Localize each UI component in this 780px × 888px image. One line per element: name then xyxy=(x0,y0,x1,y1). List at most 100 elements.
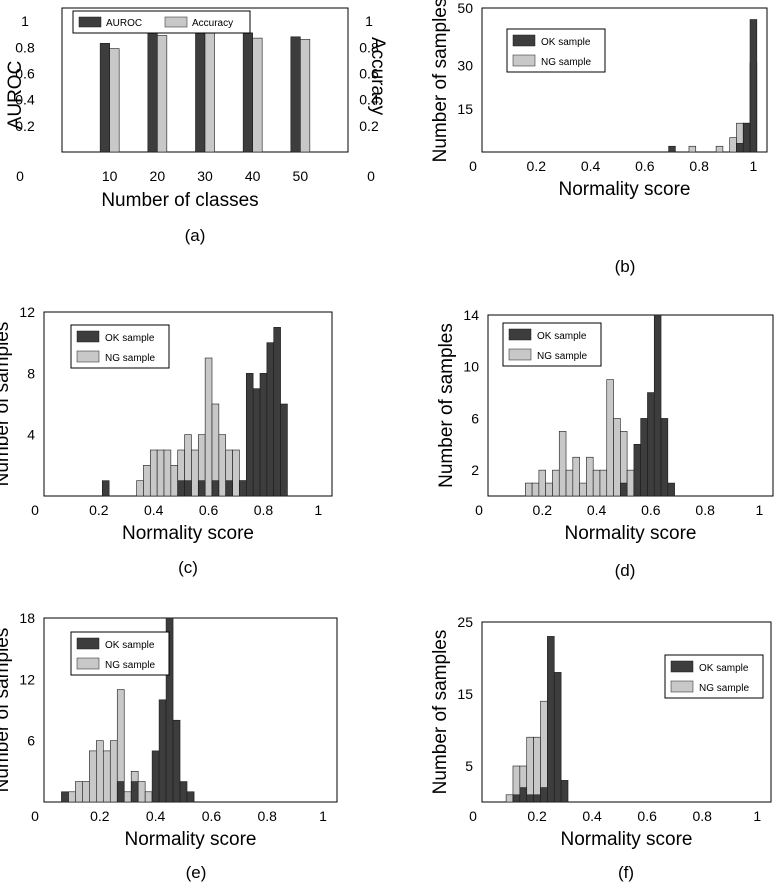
panel-f-bar-ng-0 xyxy=(505,794,514,803)
panel-a-xtick-4: 40 xyxy=(245,168,261,184)
panel-f-frame xyxy=(481,621,772,803)
panel-f: 5 15 25 0 0.2 0.4 0.6 0.8 1 Normality score Number… xyxy=(430,614,772,882)
panel-d-bar-ng-13 xyxy=(613,418,621,497)
panel-d-bar-ok-6 xyxy=(660,418,669,497)
panel-e-xlabel: Normality score xyxy=(125,829,257,850)
panel-c-bar-ng-1 xyxy=(143,465,151,497)
panel-d-legend-label-1: NG sample xyxy=(537,351,587,362)
panel-e-xtick-0: 0 xyxy=(31,808,39,824)
panel-b-ylabel: Number of samples xyxy=(430,0,451,162)
panel-d-bar-ng-4 xyxy=(552,469,560,497)
panel-c-xtick-4: 0.8 xyxy=(254,502,274,518)
panel-e-xtick-3: 0.6 xyxy=(202,808,222,824)
panel-e-bar-ng-8 xyxy=(123,791,132,803)
panel-e-bar-ng-2 xyxy=(82,781,90,803)
panel-d-bar-ok-0 xyxy=(620,482,628,497)
panel-c-bar-ok-10 xyxy=(266,342,275,497)
panel-f-legend-label-0: OK sample xyxy=(699,663,749,674)
panel-f-xtick-3: 0.6 xyxy=(637,808,657,824)
panel-c-xtick-2: 0.4 xyxy=(144,502,164,518)
panel-c-ytick-1: 8 xyxy=(27,365,35,381)
panel-a-ytick-left-1: 0.4 xyxy=(15,92,35,108)
panel-e-bar-ng-11 xyxy=(144,791,153,803)
panel-b-bar-ok-1 xyxy=(736,143,744,153)
panel-e-bar-ng-0 xyxy=(68,791,76,803)
panel-a-xtick-0: 0 xyxy=(16,168,24,184)
panel-b-bar-ng-0 xyxy=(688,145,697,153)
panel-c-bar-ok-6 xyxy=(239,480,247,497)
panel-b-legend-swatch-0 xyxy=(512,34,536,47)
panel-c-bar-ok-12 xyxy=(280,403,288,497)
panel-f-ytick-1: 15 xyxy=(457,686,473,702)
panel-c-ylabel: Number of samples xyxy=(0,322,13,487)
panel-b-bar-ng-2 xyxy=(729,137,737,153)
panel-c-xtick-5: 1 xyxy=(314,502,322,518)
panel-a-xlabel: Number of classes xyxy=(101,190,258,211)
panel-f-xtick-1: 0.2 xyxy=(527,808,547,824)
panel-a-bar-accuracy-3 xyxy=(252,37,263,153)
panel-c-legend-label-0: OK sample xyxy=(105,333,155,344)
panel-f-bar-ok-6 xyxy=(553,672,562,803)
panel-d-caption: (d) xyxy=(615,561,636,580)
panel-c-bar-ok-3 xyxy=(197,480,206,497)
panel-f-bar-ok-7 xyxy=(560,780,569,803)
panel-f-bar-ng-4 xyxy=(533,736,541,803)
panel-a-ylabel-right: Accuracy xyxy=(367,37,388,116)
panel-a-bar-accuracy-4 xyxy=(300,39,311,153)
panel-d-bar-ok-5 xyxy=(653,314,662,497)
panel-c-bar-ok-0 xyxy=(101,480,110,497)
panel-c-bar-ng-10 xyxy=(204,357,213,497)
panel-a-bar-auroc-4 xyxy=(290,36,301,153)
panel-d-xtick-2: 0.4 xyxy=(587,502,607,518)
panel-e-bar-ok-6 xyxy=(172,719,181,803)
panel-b-ytick-1: 30 xyxy=(457,58,473,74)
panel-f-bar-ng-3 xyxy=(526,736,534,803)
panel-e-bar-ok-8 xyxy=(186,791,195,803)
panel-b-ytick-0: 15 xyxy=(457,101,473,117)
panel-b-bar-ng-1 xyxy=(715,145,724,153)
panel-e-xtick-1: 0.2 xyxy=(90,808,110,824)
panel-b-xtick-3: 0.6 xyxy=(635,158,655,174)
panel-d-ytick-1: 6 xyxy=(471,410,479,426)
panel-d-ytick-3: 14 xyxy=(463,307,479,323)
panel-b: 15 30 50 0 0.2 0.4 0.6 0.8 1 Normality score Numbe… xyxy=(430,0,768,276)
panel-a-ytick-right-1: 0.4 xyxy=(359,92,379,108)
panel-f-xlabel: Normality score xyxy=(561,829,693,850)
panel-a-ytick-left-2: 0.6 xyxy=(15,65,35,81)
panel-c-bar-ok-2 xyxy=(184,480,192,497)
panel-d-legend-swatch-1 xyxy=(508,348,532,361)
panel-f-caption: (f) xyxy=(618,863,634,882)
panel-c-caption: (c) xyxy=(178,558,198,577)
panel-c-bar-ok-1 xyxy=(177,480,185,497)
panel-c-ytick-2: 12 xyxy=(19,304,35,320)
panel-a-bar-accuracy-1 xyxy=(157,35,168,153)
panel-e-bar-ng-10 xyxy=(137,781,146,803)
panel-d-bar-ng-5 xyxy=(558,431,567,497)
panel-c-legend-swatch-1 xyxy=(76,350,100,363)
panel-d-bar-ng-0 xyxy=(525,482,533,497)
panel-e-bar-ok-3 xyxy=(151,750,160,803)
panel-d-bar-ng-7 xyxy=(572,456,580,497)
panel-e-bar-ng-1 xyxy=(75,781,83,803)
panel-d-bar-ok-2 xyxy=(633,443,641,497)
panel-e-ytick-2: 18 xyxy=(19,610,35,626)
panel-a-ytick-right-4: 1 xyxy=(365,13,373,29)
panel-c-bar-ng-3 xyxy=(156,449,165,497)
panel-c-xlabel: Normality score xyxy=(122,523,254,544)
panel-e-legend-swatch-0 xyxy=(76,637,100,650)
panel-c-bar-ng-4 xyxy=(163,449,172,497)
panel-c-bar-ng-14 xyxy=(232,449,240,497)
panel-c-bar-ng-12 xyxy=(218,434,227,497)
panel-d-legend-label-0: OK sample xyxy=(537,331,587,342)
panel-b-legend-label-1: NG sample xyxy=(541,57,591,68)
panel-c-xtick-3: 0.6 xyxy=(199,502,219,518)
panel-c-bar-ng-0 xyxy=(136,480,144,497)
panel-c: 4 8 12 0 0.2 0.4 0.6 0.8 1 Normality score Number … xyxy=(0,304,333,577)
panel-d-bar-ng-10 xyxy=(592,469,601,497)
panel-e-bar-ok-4 xyxy=(158,699,167,803)
panel-e-bar-ng-5 xyxy=(102,750,111,803)
panel-d-bar-ng-6 xyxy=(565,469,574,497)
panel-e-bar-ng-4 xyxy=(96,740,104,803)
panel-d-xtick-5: 1 xyxy=(756,502,764,518)
